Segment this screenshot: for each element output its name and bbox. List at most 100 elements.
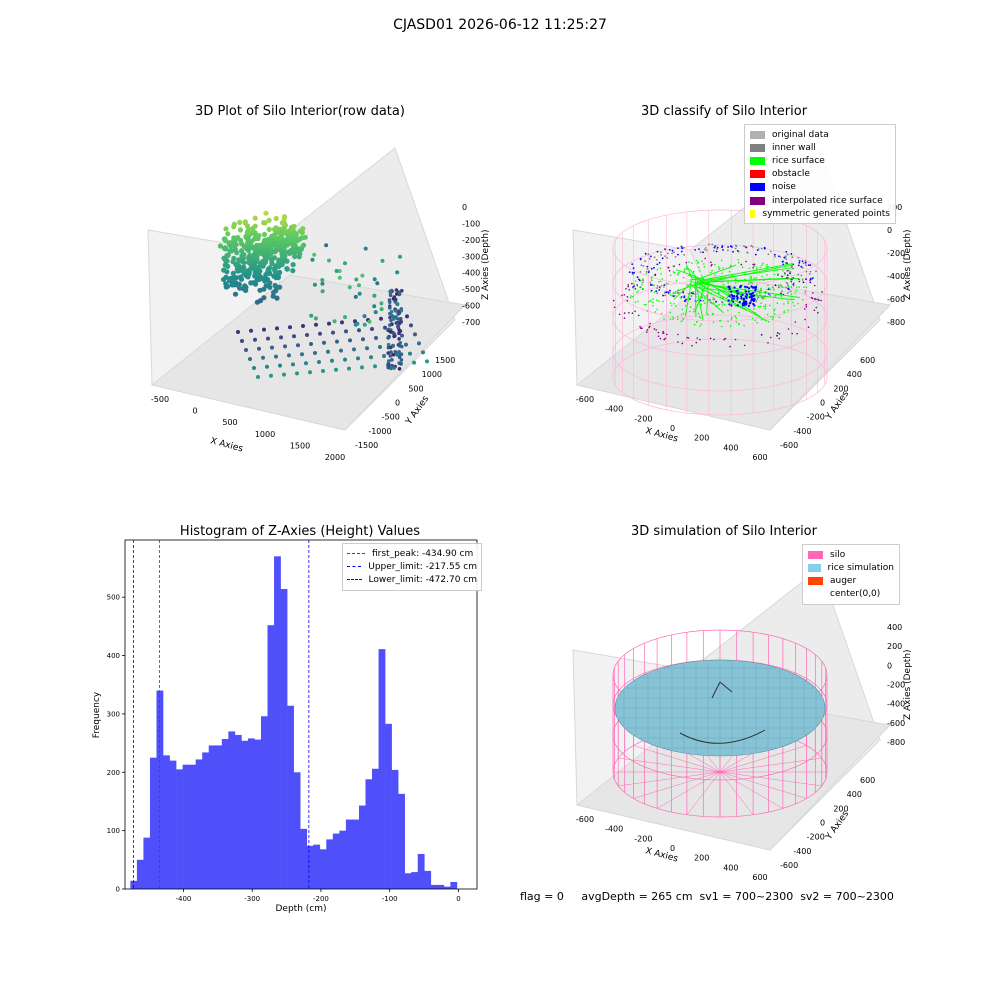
interpolated-point [804, 318, 806, 321]
x-tick-label: 0 [670, 844, 675, 853]
data-point [360, 273, 365, 278]
wall-point [645, 270, 648, 273]
rice-surface-point [703, 266, 706, 268]
wall-point [671, 252, 673, 255]
data-point [386, 336, 390, 340]
interpolated-point [628, 288, 630, 291]
data-point [270, 293, 276, 299]
figure-title: CJASD01 2026-06-12 11:25:27 [393, 17, 607, 33]
data-point [268, 245, 274, 251]
rice-surface-point [660, 284, 663, 287]
rice-surface-point [651, 279, 653, 282]
rice-surface-point [723, 288, 726, 290]
status-footer: flag = 0 avgDepth = 265 cm sv1 = 700~230… [520, 890, 894, 903]
data-point [365, 346, 369, 351]
histogram-bar [234, 734, 242, 889]
rice-surface-point [693, 308, 695, 311]
rice-surface-point [787, 309, 789, 311]
wall-point [664, 255, 666, 257]
interpolated-point [648, 326, 650, 329]
noise-point [743, 301, 746, 304]
data-point [388, 323, 392, 327]
legend-item: obstacle [750, 168, 890, 181]
wall-point [714, 245, 717, 247]
rice-surface-point [630, 295, 632, 297]
wall-point [754, 253, 757, 256]
rice-surface-point [780, 285, 783, 288]
wall-point [751, 245, 754, 248]
wall-point [792, 283, 795, 286]
data-point [399, 358, 404, 362]
rice-surface-point [798, 286, 800, 288]
data-point [295, 371, 299, 376]
rice-surface-point [756, 268, 758, 270]
data-point [378, 345, 382, 349]
data-point [225, 263, 231, 269]
rice-surface-point [641, 284, 643, 286]
silo-ring [612, 338, 828, 416]
silo-floor-wire [719, 771, 754, 815]
rice-surface-point [649, 299, 652, 302]
data-point [264, 255, 270, 261]
wall-point [797, 273, 800, 276]
wall-point [786, 253, 789, 256]
data-point [269, 373, 273, 378]
data-point [239, 267, 245, 274]
data-point [292, 334, 296, 339]
interpolated-point [654, 274, 657, 276]
rice-surface-point [699, 325, 701, 327]
data-point [312, 282, 317, 287]
data-point [272, 265, 278, 271]
rice-surface-point [739, 293, 742, 296]
data-point [357, 291, 362, 296]
data-point [391, 353, 396, 357]
data-point [277, 269, 283, 276]
data-point [232, 291, 239, 297]
rice-surface-point [734, 315, 737, 318]
wall-point [800, 265, 803, 268]
z-tick-label: 0 [462, 203, 467, 212]
rice-surface-point [672, 316, 674, 318]
wall-point [791, 265, 793, 267]
data-point [291, 362, 295, 367]
data-point [383, 325, 387, 330]
legend-label: silo [830, 549, 846, 560]
wall-point [801, 266, 804, 269]
data-point [285, 237, 291, 243]
rice-surface-point [735, 305, 737, 308]
z-tick-label: 200 [887, 642, 902, 651]
interpolated-point [631, 282, 633, 285]
legend-item-lower-limit: Lower_limit: -472.70 cm [347, 573, 477, 586]
histogram-bar [313, 844, 321, 889]
z-axis-label: Z Axies (Depth) [481, 229, 491, 300]
data-point [405, 314, 409, 319]
rice-surface-point [804, 292, 807, 294]
rice-surface-point [703, 263, 705, 265]
rice-surface-point [730, 318, 733, 321]
wall-point [674, 256, 677, 258]
rice-surface-point [637, 300, 639, 303]
data-point [241, 252, 247, 258]
rice-surface-point [756, 298, 759, 300]
rice-surface-point [780, 295, 783, 297]
data-point [314, 322, 318, 327]
interpolated-point [791, 332, 793, 335]
rice-surface-point [721, 272, 723, 275]
wall-point [684, 300, 686, 303]
rice-surface-point [762, 279, 765, 282]
legend-item-upper-limit: Upper_limit: -217.55 cm [347, 560, 477, 573]
rice-surface-point [652, 298, 654, 300]
rice-surface-point [660, 312, 663, 315]
rice-surface-point [642, 278, 644, 280]
x-tick-label: 400 [723, 863, 738, 872]
rice-surface-point [759, 293, 761, 296]
rice-surface-point [693, 311, 695, 313]
data-point [393, 297, 398, 302]
wall-point [658, 289, 661, 291]
z-tick-label: -700 [462, 318, 480, 327]
y-tick-label: -500 [382, 413, 400, 422]
rice-surface-point [678, 271, 680, 274]
data-point [257, 287, 263, 293]
wall-point [779, 284, 782, 286]
data-point [343, 315, 347, 320]
